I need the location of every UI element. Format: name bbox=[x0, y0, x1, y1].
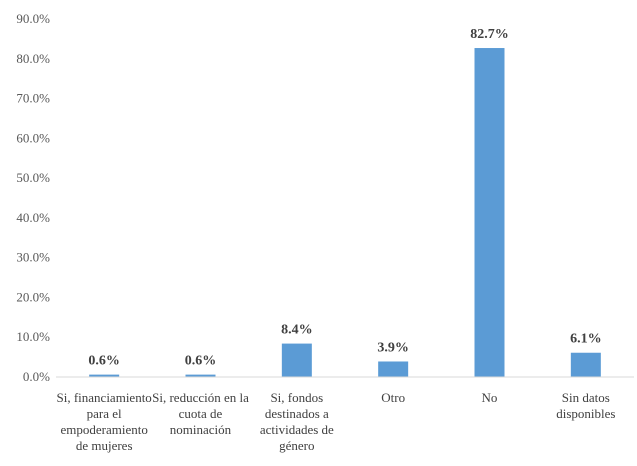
category-label-line: actividades de bbox=[260, 422, 334, 437]
y-tick-label: 60.0% bbox=[16, 130, 50, 145]
category-label-line: nominación bbox=[170, 422, 232, 437]
category-label-line: Otro bbox=[381, 390, 405, 405]
category-label-line: Si, financiamiento bbox=[57, 390, 152, 405]
y-tick-label: 30.0% bbox=[16, 250, 50, 265]
category-label-line: destinados a bbox=[265, 406, 329, 421]
category-label: Si, reducción en la cuota de nominación bbox=[152, 390, 249, 437]
category-label-line: disponibles bbox=[556, 406, 615, 421]
category-label-line: Si, fondos bbox=[270, 390, 323, 405]
bar bbox=[570, 352, 601, 377]
y-tick-label: 90.0% bbox=[16, 11, 50, 26]
data-label: 3.9% bbox=[377, 340, 409, 355]
category-label-line: No bbox=[482, 390, 498, 405]
y-axis-ticks: 0.0% 10.0% 20.0% 30.0% 40.0% 50.0% 60.0% 70.0% 8… bbox=[16, 11, 50, 384]
bar bbox=[378, 361, 409, 377]
bar bbox=[474, 48, 505, 377]
y-tick-label: 40.0% bbox=[16, 210, 50, 225]
bar bbox=[281, 343, 312, 377]
bar bbox=[185, 374, 216, 377]
data-labels: 0.6% 0.6% 8.4% 3.9% 82.7% 6.1% bbox=[88, 27, 601, 369]
bars bbox=[89, 48, 601, 377]
data-label: 8.4% bbox=[281, 323, 313, 338]
data-label: 82.7% bbox=[470, 27, 509, 42]
data-label: 0.6% bbox=[185, 354, 217, 369]
y-tick-label: 10.0% bbox=[16, 329, 50, 344]
category-label: Si, fondos destinados a actividades de géne… bbox=[260, 390, 334, 453]
category-label-line: cuota de bbox=[179, 406, 223, 421]
y-tick-label: 50.0% bbox=[16, 170, 50, 185]
category-labels: Si, financiamiento para el empoderamiento d… bbox=[57, 390, 616, 453]
category-label: Si, financiamiento para el empoderamiento d… bbox=[57, 390, 152, 453]
data-label: 0.6% bbox=[88, 354, 120, 369]
y-tick-label: 20.0% bbox=[16, 289, 50, 304]
category-label-line: Si, reducción en la bbox=[152, 390, 249, 405]
bar bbox=[89, 374, 120, 377]
category-label-line: género bbox=[279, 438, 314, 453]
category-label-line: para el bbox=[87, 406, 122, 421]
y-tick-label: 0.0% bbox=[23, 369, 50, 384]
y-tick-label: 80.0% bbox=[16, 51, 50, 66]
category-label-line: Sin datos bbox=[562, 390, 610, 405]
category-label-line: empoderamiento bbox=[60, 422, 147, 437]
category-label: No bbox=[482, 390, 498, 405]
category-label-line: de mujeres bbox=[76, 438, 133, 453]
y-tick-label: 70.0% bbox=[16, 91, 50, 106]
category-label: Otro bbox=[381, 390, 405, 405]
category-label: Sin datos disponibles bbox=[556, 390, 615, 421]
data-label: 6.1% bbox=[570, 332, 602, 347]
